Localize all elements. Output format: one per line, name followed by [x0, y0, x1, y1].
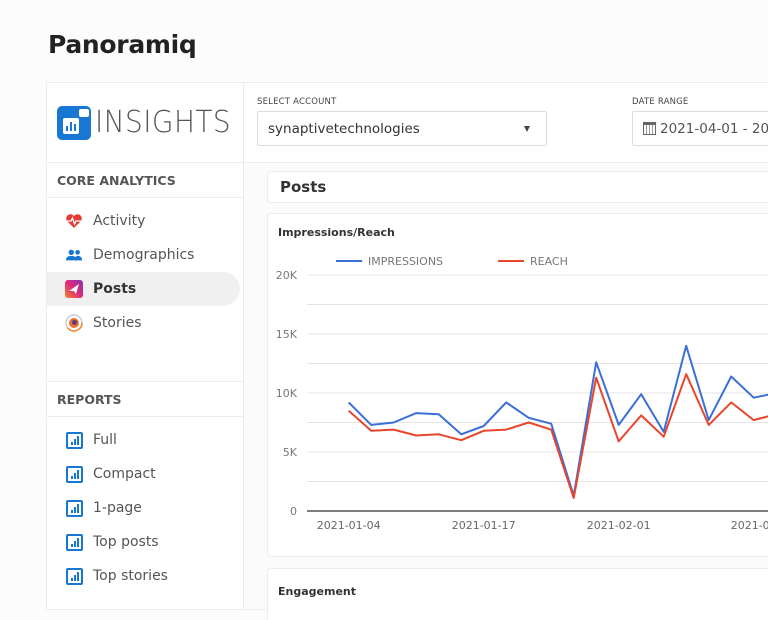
report-chart-icon [65, 533, 83, 551]
insights-logo: INSIGHTS [47, 83, 243, 163]
engagement-title: Engagement [278, 585, 356, 598]
sidebar-item-label: Activity [93, 213, 146, 229]
svg-text:2021-02: 2021-02 [731, 519, 768, 532]
sidebar-item-label: Demographics [93, 247, 195, 263]
stories-icon [65, 314, 83, 332]
svg-text:2021-01-17: 2021-01-17 [452, 519, 516, 532]
svg-text:20K: 20K [276, 269, 298, 282]
sidebar-item-posts[interactable]: Posts [47, 272, 240, 306]
section-title-card: Posts [267, 171, 768, 203]
report-item-label: Top stories [93, 568, 168, 584]
account-select[interactable]: synaptivetechnologies [257, 111, 547, 146]
chart-title: Impressions/Reach [278, 226, 395, 239]
sidebar-item-demographics[interactable]: Demographics [47, 238, 240, 272]
app-title: Panoramiq [48, 30, 197, 59]
insights-panel: INSIGHTS CORE ANALYTICS Activity Demogra… [46, 82, 768, 620]
reports-heading: REPORTS [47, 382, 243, 417]
report-item-1-page[interactable]: 1-page [47, 491, 240, 525]
sidebar-item-stories[interactable]: Stories [47, 306, 240, 340]
insights-logo-icon [57, 105, 91, 140]
sidebar-item-label: Stories [93, 315, 142, 331]
svg-text:15K: 15K [276, 328, 298, 341]
svg-text:5K: 5K [283, 446, 298, 459]
filter-bar: SELECT ACCOUNT synaptivetechnologies DAT… [245, 83, 768, 163]
account-select-value: synaptivetechnologies [268, 120, 420, 137]
account-label: SELECT ACCOUNT [257, 97, 337, 107]
report-item-label: 1-page [93, 500, 142, 516]
sidebar-item-label: Posts [93, 281, 137, 297]
main-content: SELECT ACCOUNT synaptivetechnologies DAT… [245, 83, 768, 620]
report-item-full[interactable]: Full [47, 423, 240, 457]
logo-text: INSIGHTS [95, 105, 232, 140]
sidebar: INSIGHTS CORE ANALYTICS Activity Demogra… [47, 83, 244, 609]
svg-text:0: 0 [290, 505, 297, 518]
report-chart-icon [65, 431, 83, 449]
calendar-icon [643, 122, 656, 135]
heartbeat-icon [65, 212, 83, 230]
date-range-label: DATE RANGE [632, 97, 689, 107]
reports-nav: Full Compact 1-page Top posts Top storie… [47, 417, 243, 593]
impressions-reach-chart: 0 5K 10K 15K 20K 2021-01-04 2021-01-17 2021-02-… [276, 255, 768, 532]
core-analytics-nav: Activity Demographics Posts Stories [47, 198, 243, 340]
report-chart-icon [65, 567, 83, 585]
report-item-top-stories[interactable]: Top stories [47, 559, 240, 593]
svg-text:2021-01-04: 2021-01-04 [317, 519, 381, 532]
legend-impressions[interactable]: IMPRESSIONS [368, 255, 443, 268]
engagement-card: Engagement [267, 568, 768, 620]
report-item-label: Top posts [93, 534, 159, 550]
report-item-label: Compact [93, 466, 156, 482]
sidebar-item-activity[interactable]: Activity [47, 204, 240, 238]
report-item-label: Full [93, 432, 117, 448]
users-icon [65, 246, 83, 264]
date-range-input[interactable]: 2021-04-01 - 2021 [632, 111, 768, 146]
impressions-reach-chart-card: Impressions/Reach 0 5K 10K 15K 20K 2021-01-04… [267, 213, 768, 557]
report-item-top-posts[interactable]: Top posts [47, 525, 240, 559]
paper-plane-icon [65, 280, 83, 298]
date-range-value: 2021-04-01 - 2021 [660, 120, 768, 137]
report-chart-icon [65, 465, 83, 483]
report-chart-icon [65, 499, 83, 517]
svg-text:2021-02-01: 2021-02-01 [587, 519, 651, 532]
svg-text:10K: 10K [276, 387, 298, 400]
legend-reach[interactable]: REACH [530, 255, 568, 268]
chevron-down-icon [524, 126, 530, 132]
report-item-compact[interactable]: Compact [47, 457, 240, 491]
core-analytics-heading: CORE ANALYTICS [47, 163, 243, 198]
impressions-series-line [347, 344, 768, 497]
section-title: Posts [280, 178, 327, 196]
reach-series-line [348, 373, 768, 499]
